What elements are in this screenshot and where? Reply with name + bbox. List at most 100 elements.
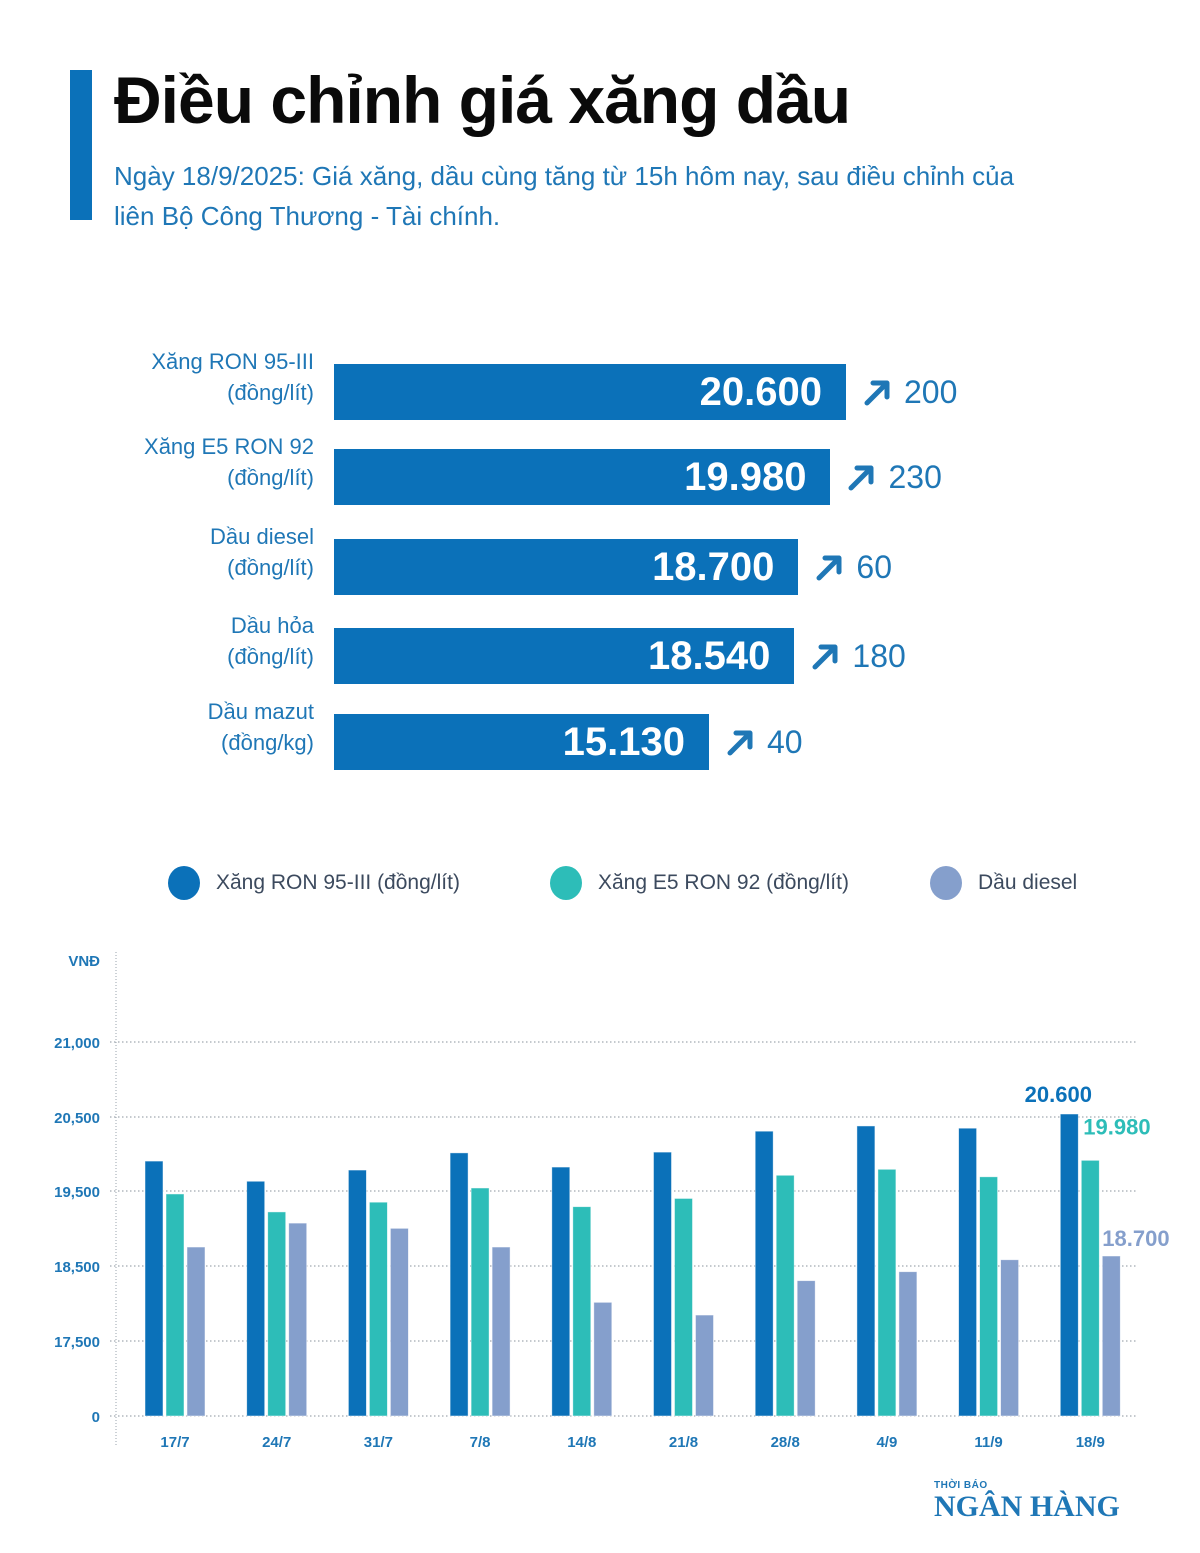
fuel-label: Dầu hỏa (đồng/lít) — [54, 610, 314, 672]
change-value: 40 — [767, 723, 803, 760]
bar — [674, 1198, 693, 1417]
x-tick-label: 14/8 — [567, 1434, 596, 1451]
chart-legend: Xăng RON 95-III (đồng/lít) Xăng E5 RON 9… — [168, 866, 1128, 902]
change-value: 230 — [888, 458, 942, 495]
legend-swatch — [930, 866, 962, 900]
x-tick-label: 4/9 — [876, 1434, 897, 1451]
bar — [1000, 1259, 1019, 1417]
bars — [144, 1113, 1121, 1417]
y-tick-label: 17,500 — [54, 1334, 100, 1351]
bar — [1101, 1255, 1121, 1417]
bar — [389, 1227, 409, 1417]
bar — [449, 1152, 469, 1417]
bar — [754, 1130, 774, 1417]
bar — [979, 1176, 998, 1417]
x-tick-label: 17/7 — [160, 1434, 189, 1451]
arrow-up-right-icon — [848, 465, 874, 491]
price-change: 60 — [814, 539, 892, 595]
x-tick-label: 28/8 — [771, 1434, 800, 1451]
bar — [695, 1314, 714, 1417]
bar — [144, 1160, 164, 1417]
bar — [267, 1211, 287, 1417]
price-value: 20.600 — [699, 370, 822, 414]
price-row: Dầu diesel (đồng/lít) 18.700 60 — [0, 524, 1200, 595]
arrow-up-right-icon — [727, 730, 753, 756]
value-annotation: 20.600 — [1025, 1082, 1092, 1107]
bar — [898, 1271, 918, 1417]
page-title: Điều chỉnh giá xăng dầu — [114, 63, 851, 137]
price-bar: 19.980 — [334, 449, 831, 505]
price-row: Dầu mazut (đồng/kg) 15.130 40 — [0, 699, 1200, 770]
legend-item: Xăng E5 RON 92 (đồng/lít) — [550, 866, 849, 900]
bar — [877, 1168, 897, 1417]
bar — [572, 1206, 592, 1417]
price-change: 200 — [862, 364, 957, 420]
y-tick-label: 18,500 — [54, 1259, 100, 1276]
x-tick-label: 11/9 — [974, 1434, 1002, 1451]
bar — [593, 1301, 613, 1417]
bar — [470, 1187, 490, 1417]
price-value: 19.980 — [684, 455, 807, 499]
fuel-unit: (đồng/lít) — [227, 555, 314, 580]
price-change: 230 — [846, 449, 942, 505]
price-value: 18.700 — [652, 545, 775, 589]
fuel-label: Dầu mazut (đồng/kg) — [54, 696, 314, 758]
arrow-up-right-icon — [816, 555, 842, 581]
bar — [186, 1246, 206, 1417]
bar — [246, 1180, 266, 1417]
fuel-unit: (đồng/kg) — [221, 730, 314, 755]
change-value: 180 — [852, 637, 906, 674]
bar — [775, 1174, 795, 1417]
publisher-logo: THỜI BÁO NGÂN HÀNG — [934, 1480, 1120, 1522]
x-tick-label: 7/8 — [470, 1434, 491, 1451]
bar — [856, 1125, 876, 1417]
legend-swatch — [168, 866, 200, 900]
y-axis-unit: VNĐ — [68, 953, 100, 970]
x-tick-label: 24/7 — [262, 1434, 291, 1451]
legend-item: Dầu diesel — [930, 866, 1077, 900]
bar — [347, 1169, 367, 1417]
arrow-up-right-icon — [812, 644, 838, 670]
price-value: 15.130 — [562, 720, 685, 764]
value-annotation: 19.980 — [1083, 1114, 1150, 1139]
bar — [165, 1193, 185, 1417]
logo-small-text: THỜI BÁO — [934, 1480, 988, 1491]
x-axis-ticks: 17/7 24/7 31/7 7/8 14/8 21/8 28/8 4/9 11/9 18/9 — [160, 1434, 1105, 1451]
fuel-unit: (đồng/lít) — [227, 644, 314, 669]
bar — [368, 1201, 388, 1417]
logo-big-text: NGÂN HÀNG — [934, 1490, 1120, 1523]
fuel-unit: (đồng/lít) — [227, 465, 314, 490]
legend-label: Xăng E5 RON 92 (đồng/lít) — [598, 871, 849, 894]
title-accent-bar — [70, 70, 92, 220]
fuel-name: Xăng E5 RON 92 — [144, 434, 314, 459]
price-bar: 20.600 — [334, 364, 846, 420]
price-change: 180 — [810, 628, 906, 684]
bar — [958, 1127, 977, 1417]
fuel-name: Xăng RON 95-III — [151, 349, 314, 374]
price-row: Xăng RON 95-III (đồng/lít) 20.600 200 — [0, 349, 1200, 420]
y-tick-label: 21,000 — [54, 1035, 100, 1052]
price-row: Dầu hỏa (đồng/lít) 18.540 180 — [0, 613, 1200, 684]
fuel-name: Dầu diesel — [210, 524, 314, 549]
fuel-label: Dầu diesel (đồng/lít) — [54, 521, 314, 583]
price-value: 18.540 — [648, 634, 771, 678]
page-subtitle: Ngày 18/9/2025: Giá xăng, dầu cùng tăng … — [114, 161, 1015, 231]
fuel-unit: (đồng/lít) — [227, 380, 314, 405]
bar — [491, 1246, 511, 1417]
y-tick-label: 19,500 — [54, 1184, 100, 1201]
price-bar-chart: Xăng RON 95-III (đồng/lít) 20.600 200 Xă… — [0, 340, 1200, 780]
bar — [653, 1151, 672, 1417]
price-bar: 15.130 — [334, 714, 709, 770]
arrow-up-right-icon — [864, 380, 890, 406]
bar — [796, 1280, 816, 1417]
fuel-label: Xăng E5 RON 92 (đồng/lít) — [54, 431, 314, 493]
bar — [551, 1166, 571, 1417]
fuel-name: Dầu hỏa — [230, 613, 314, 638]
grid — [110, 952, 1136, 1445]
price-bar: 18.700 — [334, 539, 799, 595]
fuel-name: Dầu mazut — [207, 699, 314, 724]
legend-item: Xăng RON 95-III (đồng/lít) — [168, 866, 460, 900]
price-row: Xăng E5 RON 92 (đồng/lít) 19.980 230 — [0, 434, 1200, 505]
price-change: 40 — [725, 714, 803, 770]
weekly-price-bar-chart: VNĐ 0 17,500 18,500 19,500 20,500 21,000 17/7… — [54, 952, 1170, 1451]
